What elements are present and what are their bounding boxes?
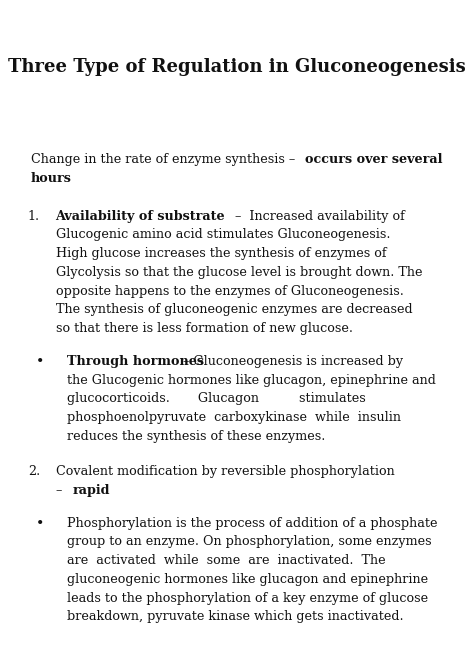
Text: High glucose increases the synthesis of enzymes of: High glucose increases the synthesis of … <box>55 247 386 260</box>
Text: the Glucogenic hormones like glucagon, epinephrine and: the Glucogenic hormones like glucagon, e… <box>67 374 436 387</box>
Text: –: – <box>55 484 66 497</box>
Text: breakdown, pyruvate kinase which gets inactivated.: breakdown, pyruvate kinase which gets in… <box>67 610 403 623</box>
Text: 2.: 2. <box>28 465 40 478</box>
Text: Through hormones: Through hormones <box>67 355 204 368</box>
Text: so that there is less formation of new glucose.: so that there is less formation of new g… <box>55 322 353 335</box>
Text: gluconeogenic hormones like glucagon and epinephrine: gluconeogenic hormones like glucagon and… <box>67 573 428 586</box>
Text: – Gluconeogenesis is increased by: – Gluconeogenesis is increased by <box>179 355 403 368</box>
Text: 1.: 1. <box>28 210 40 222</box>
Text: –  Increased availability of: – Increased availability of <box>231 210 405 222</box>
Text: phosphoenolpyruvate  carboxykinase  while  insulin: phosphoenolpyruvate carboxykinase while … <box>67 411 401 424</box>
Text: rapid: rapid <box>72 484 109 497</box>
Text: •: • <box>36 517 45 531</box>
Text: glucocorticoids.       Glucagon          stimulates: glucocorticoids. Glucagon stimulates <box>67 393 365 405</box>
Text: occurs over several: occurs over several <box>305 153 443 165</box>
Text: are  activated  while  some  are  inactivated.  The: are activated while some are inactivated… <box>67 554 385 567</box>
Text: Availability of substrate: Availability of substrate <box>55 210 225 222</box>
Text: Glycolysis so that the glucose level is brought down. The: Glycolysis so that the glucose level is … <box>55 266 422 279</box>
Text: opposite happens to the enzymes of Gluconeogenesis.: opposite happens to the enzymes of Gluco… <box>55 285 403 297</box>
Text: leads to the phosphorylation of a key enzyme of glucose: leads to the phosphorylation of a key en… <box>67 592 428 604</box>
Text: The synthesis of gluconeogenic enzymes are decreased: The synthesis of gluconeogenic enzymes a… <box>55 304 412 316</box>
Text: Three Type of Regulation in Gluconeogenesis: Three Type of Regulation in Gluconeogene… <box>8 58 466 76</box>
Text: hours: hours <box>30 172 72 184</box>
Text: Phosphorylation is the process of addition of a phosphate: Phosphorylation is the process of additi… <box>67 517 437 530</box>
Text: Change in the rate of enzyme synthesis –: Change in the rate of enzyme synthesis – <box>30 153 299 165</box>
Text: •: • <box>36 355 45 369</box>
Text: reduces the synthesis of these enzymes.: reduces the synthesis of these enzymes. <box>67 430 325 443</box>
Text: Glucogenic amino acid stimulates Gluconeogenesis.: Glucogenic amino acid stimulates Glucone… <box>55 228 390 241</box>
Text: group to an enzyme. On phosphorylation, some enzymes: group to an enzyme. On phosphorylation, … <box>67 535 431 549</box>
Text: Covalent modification by reversible phosphorylation: Covalent modification by reversible phos… <box>55 465 394 478</box>
